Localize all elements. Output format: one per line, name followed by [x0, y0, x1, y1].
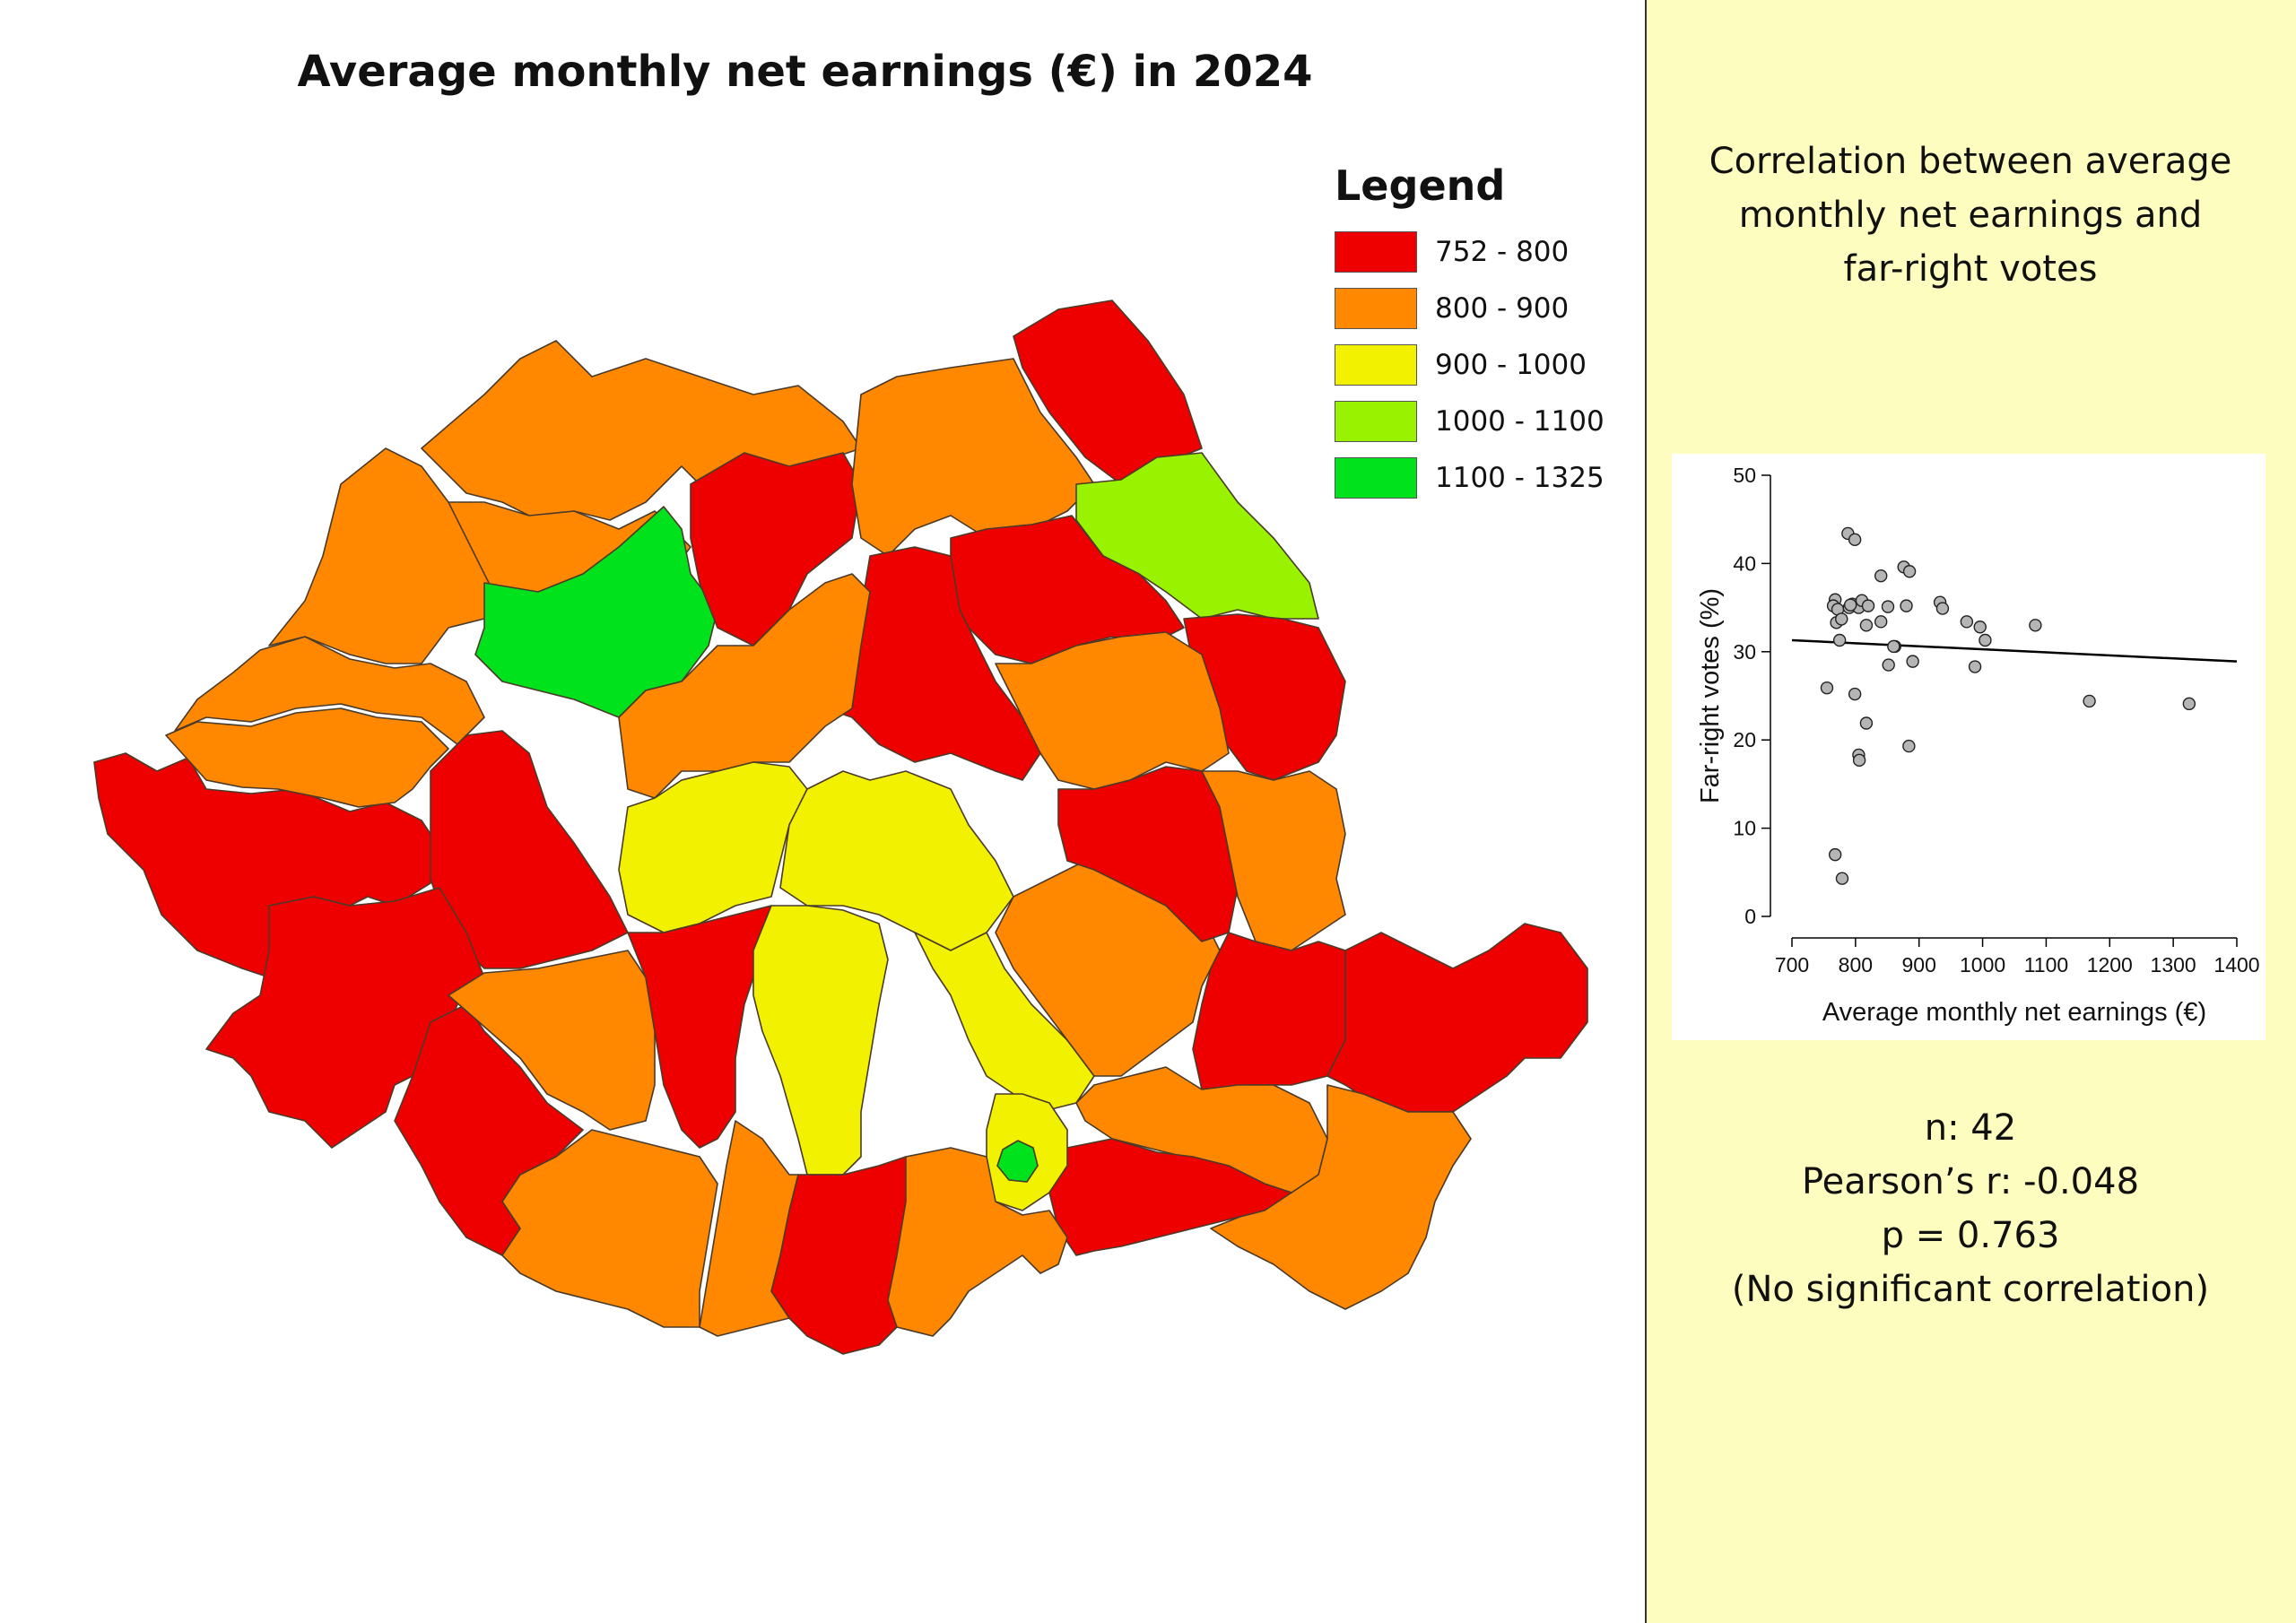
data-point — [2083, 694, 2096, 708]
data-point — [1968, 660, 1982, 673]
romania-choropleth-map — [93, 299, 1588, 1355]
regression-line — [1791, 638, 2238, 663]
legend-label: 752 - 800 — [1435, 236, 1570, 268]
county-arges[interactable] — [752, 905, 889, 1176]
county-cluj[interactable] — [474, 506, 718, 718]
scatter-plot: 0 10 20 30 40 50 700 800 900 1000 1100 1200 1300 1400… — [1696, 464, 2260, 1027]
stat-pearson-r: Pearson’s r: -0.048 — [1801, 1161, 2140, 1202]
data-point — [1848, 533, 1862, 547]
data-point — [1973, 621, 1987, 634]
stat-conclusion: (No significant correlation) — [1731, 1269, 2210, 1310]
panel-title-line: Correlation between average — [1709, 141, 2232, 182]
county-timis[interactable] — [93, 752, 440, 978]
county-valcea-red[interactable] — [627, 905, 772, 1149]
y-tick-label: 10 — [1733, 817, 1756, 840]
county-caras[interactable] — [205, 887, 485, 1149]
county-olt[interactable] — [699, 1120, 799, 1337]
county-gorj[interactable] — [448, 950, 656, 1131]
data-point — [1979, 633, 1992, 647]
y-tick-label: 20 — [1733, 728, 1756, 751]
legend-item: 1100 - 1325 — [1335, 457, 1605, 499]
county-harghita[interactable] — [995, 631, 1230, 790]
county-dolj[interactable] — [501, 1129, 718, 1328]
x-tick-label: 800 — [1839, 953, 1873, 976]
data-point — [1859, 716, 1874, 730]
legend-swatch — [1335, 231, 1417, 273]
data-point — [2029, 619, 2042, 632]
data-point — [1906, 655, 1919, 668]
data-point — [1874, 615, 1888, 629]
legend-swatch — [1335, 288, 1417, 329]
county-sibiu[interactable] — [618, 761, 808, 933]
data-point — [2182, 697, 2196, 711]
county-satu-mare[interactable] — [268, 447, 503, 664]
legend-label: 1000 - 1100 — [1435, 405, 1605, 438]
data-point — [1828, 847, 1842, 862]
data-point — [1902, 739, 1916, 753]
legend-item: 752 - 800 — [1335, 231, 1605, 273]
scatter-plot-container: 0 10 20 30 40 50 700 800 900 1000 1100 1200 1300 1400… — [1672, 454, 2266, 1040]
panel-title-line: far-right votes — [1843, 248, 2098, 290]
legend-label: 800 - 900 — [1435, 292, 1570, 325]
y-tick-label: 30 — [1733, 640, 1756, 664]
x-tick-label: 900 — [1902, 953, 1936, 976]
data-point — [1861, 599, 1875, 612]
county-tulcea[interactable] — [1326, 923, 1588, 1113]
data-point — [1900, 599, 1913, 612]
legend-item: 800 - 900 — [1335, 288, 1605, 329]
county-bucharest[interactable] — [996, 1140, 1039, 1183]
y-tick-label: 40 — [1733, 551, 1756, 575]
legend-item: 1000 - 1100 — [1335, 401, 1605, 442]
legend: Legend 752 - 800 800 - 900 900 - 1000 1000 … — [1335, 161, 1605, 514]
data-point — [1881, 600, 1895, 613]
map-title: Average monthly net earnings (€) in 2024 — [297, 47, 1313, 97]
data-point — [1835, 612, 1848, 626]
y-tick-label: 0 — [1744, 905, 1756, 928]
panel-title: Correlation between average monthly net … — [1647, 135, 2294, 296]
legend-title: Legend — [1335, 161, 1506, 210]
data-point — [1848, 687, 1862, 701]
county-covasna[interactable] — [1057, 766, 1239, 942]
x-tick-label: 700 — [1775, 953, 1809, 976]
y-tick-label: 50 — [1733, 464, 1756, 487]
stat-n: n: 42 — [1924, 1107, 2017, 1149]
data-point — [1852, 753, 1866, 768]
county-alba[interactable] — [618, 573, 871, 799]
county-vrancea[interactable] — [1201, 770, 1346, 951]
x-axis-title: Average monthly net earnings (€) — [1822, 998, 2206, 1027]
x-tick-label: 1000 — [1960, 953, 2005, 976]
data-point — [1887, 639, 1900, 654]
data-point — [1902, 565, 1917, 578]
legend-item: 900 - 1000 — [1335, 344, 1605, 386]
data-point — [1935, 602, 1950, 615]
stat-p-value: p = 0.763 — [1881, 1215, 2060, 1256]
x-tick-label: 1300 — [2151, 953, 2196, 976]
x-tick-label: 1200 — [2087, 953, 2133, 976]
data-point — [1874, 568, 1888, 583]
x-tick-label: 1400 — [2213, 953, 2259, 976]
data-point — [1835, 872, 1849, 885]
correlation-stats: n: 42 Pearson’s r: -0.048 p = 0.763 (No … — [1647, 1101, 2294, 1316]
data-point — [1820, 681, 1834, 695]
y-axis-title: Far-right votes (%) — [1696, 588, 1725, 803]
data-point — [1832, 633, 1847, 647]
data-point — [1882, 658, 1895, 672]
legend-label: 900 - 1000 — [1435, 349, 1587, 381]
county-arad[interactable] — [165, 707, 449, 808]
county-bistrita[interactable] — [690, 452, 862, 647]
data-point — [1859, 619, 1874, 632]
correlation-panel: Correlation between average monthly net … — [1645, 0, 2296, 1623]
legend-swatch — [1335, 344, 1417, 386]
legend-swatch — [1335, 401, 1417, 442]
panel-title-line: monthly net earnings and — [1738, 195, 2203, 236]
x-tick-label: 1100 — [2024, 953, 2068, 976]
county-buzau[interactable] — [1075, 1066, 1328, 1193]
county-bihor[interactable] — [174, 636, 485, 745]
legend-rows: 752 - 800 800 - 900 900 - 1000 1000 - 1100 1… — [1335, 231, 1605, 499]
legend-swatch — [1335, 457, 1417, 499]
data-point — [1843, 598, 1857, 612]
county-calarasi[interactable] — [1048, 1138, 1292, 1256]
legend-label: 1100 - 1325 — [1435, 462, 1605, 494]
data-point — [1960, 615, 1974, 629]
